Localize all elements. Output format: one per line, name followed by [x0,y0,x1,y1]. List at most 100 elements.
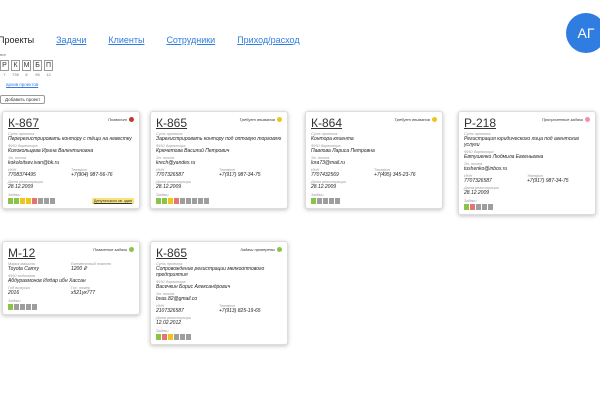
field-label: Телефон [71,168,87,172]
field: ИНН 7707326587 [464,174,527,184]
field-value: Абдурахмонов Илдар ибн Хассан [8,278,86,284]
status-text: Требует внимания [239,117,275,122]
field-value: Васечкин Борис Александрович [156,284,231,290]
field: Суть проекта Контора клиента [311,132,437,142]
avatar[interactable]: АГ [566,13,600,53]
field: Эл. почта kokoloitsev.ivan@bk.ru [8,156,134,166]
task-square [168,198,173,204]
field-row: Суть проекта Зарегистрировать контору под… [156,132,282,142]
field-row: Дата регистрации 28.12.2009 [464,186,590,196]
task-square [180,334,185,340]
project-card[interactable]: Р-218 Просроченные задачи Суть проекта Реги… [458,111,596,215]
field-value: 7707326587 [156,172,184,178]
nav-link[interactable]: Проекты [0,35,35,45]
field-value: 7707432569 [311,172,339,178]
field-label: Дата регистрации [156,316,191,320]
tasks-label: Задачи [8,193,21,197]
task-square [186,334,191,340]
field: Суть проекта Зарегистрировать контору под… [156,132,282,142]
filter-item[interactable]: К 735 [11,60,20,77]
field-row: ФИО водителя Абдурахмонов Илдар ибн Хасса… [8,274,134,284]
field: Эл. почта tushenko@inbox.ru [464,162,590,172]
task-square [8,198,13,204]
field-row: ИНН 7708374495 Телефон +7(904) 987-56-76 [8,168,134,178]
tasks: Депутатского кв. здан [8,198,134,204]
field-value: Сопровождение регистрации мелкооптового … [156,266,265,278]
project-code[interactable]: К-864 [311,116,343,130]
nav-link[interactable]: Задачи [56,35,87,45]
field: Ежемесячный платеж 1200 ₽ [71,262,134,272]
tasks [156,198,282,204]
nav-link[interactable]: Сотрудники [166,35,216,45]
field-value: +7(495) 345-23-76 [374,172,416,178]
field-label: Телефон [219,304,235,308]
field: ИНН 7707326587 [156,168,219,178]
field-label: Суть проекта [464,132,491,136]
filter-letter[interactable]: П [44,60,53,71]
task-square [204,198,209,204]
project-code[interactable]: К-865 [156,116,188,130]
tasks-label: Задачи [156,329,169,333]
project-card[interactable]: М-12 Поавление задачи Марка машины Toyota C… [2,241,140,315]
filter-label: все [0,52,7,57]
filter-letter[interactable]: Р [0,60,9,71]
task-square [50,198,55,204]
project-code[interactable]: М-12 [8,246,36,260]
field: Телефон +7(917) 987-34-75 [219,168,282,178]
project-code[interactable]: К-865 [156,246,188,260]
tasks-label: Задачи [311,193,324,197]
task-square [156,334,161,340]
field-label: Эл. почта [8,156,27,160]
filter-letter[interactable]: М [22,60,31,71]
filter-letter[interactable]: К [11,60,20,71]
task-square [180,198,185,204]
project-code[interactable]: Р-218 [464,116,497,130]
tag[interactable]: Депутатского кв. здан [91,198,134,204]
tasks [311,198,437,204]
task-square [329,198,334,204]
field-label: Ежемесячный платеж [71,262,112,266]
field-value: +7(917) 987-34-75 [219,172,261,178]
field-label: ИНН [464,174,473,178]
field-value: 28.12.2009 [156,184,182,190]
field: Эл. почта bvas.82@gmail.co [156,292,282,302]
field-label: Дата регистрации [8,180,43,184]
filter-letter[interactable]: Б [33,60,42,71]
nav-link[interactable]: Клиенты [108,35,145,45]
filter-item[interactable]: П 12 [44,60,53,77]
project-card[interactable]: К-867 Позвонит Суть проекта Перерегистриров… [2,111,140,209]
status: Задачи проверены [240,247,282,252]
status-dot [432,117,437,122]
add-button[interactable]: Добавить проект [0,95,46,104]
task-square [20,304,25,310]
field-label: ФИО директора [156,280,186,284]
field-label: ФИО директора [156,144,186,148]
filter-item[interactable]: Б 95 [33,60,42,77]
field-value: 2016 [8,290,20,296]
filter-letters: Р 7 К 735 М 8 Б 95 П 12 [0,60,53,77]
project-card[interactable]: К-865 Задачи проверены Суть проекта Сопрово… [150,241,288,345]
field-label: Телефон [374,168,390,172]
field-row: ФИО директора Евтушенко Людмила Евгеньевн… [464,150,590,160]
archive-link[interactable]: архив проектов [6,82,39,87]
field: Гос. номер х521ук777 [71,286,134,296]
status-dot [277,247,282,252]
nav-link[interactable]: Приход/расход [237,35,300,45]
field: Год выпуска 2016 [8,286,71,296]
field-value: Евтушенко Людмила Евгеньевна [464,154,544,160]
project-card[interactable]: К-865 Требует внимания Суть проекта Зарегис… [150,111,288,209]
project-card[interactable]: К-864 Требует внимания Суть проекта Контора… [305,111,443,209]
field-row: Эл. почта tushenko@inbox.ru [464,162,590,172]
field-value: +7(913) 825-19-65 [219,308,261,314]
field-value: 28.12.2009 [8,184,34,190]
field: Телефон +7(913) 825-19-65 [219,304,282,314]
field-label: ИНН [311,168,320,172]
field-row: ИНН 2107326587 Телефон +7(913) 825-19-65 [156,304,282,314]
task-square [162,334,167,340]
field-value: 7707326587 [464,178,492,184]
project-code[interactable]: К-867 [8,116,40,130]
task-square [174,198,179,204]
field: ИНН 7707432569 [311,168,374,178]
